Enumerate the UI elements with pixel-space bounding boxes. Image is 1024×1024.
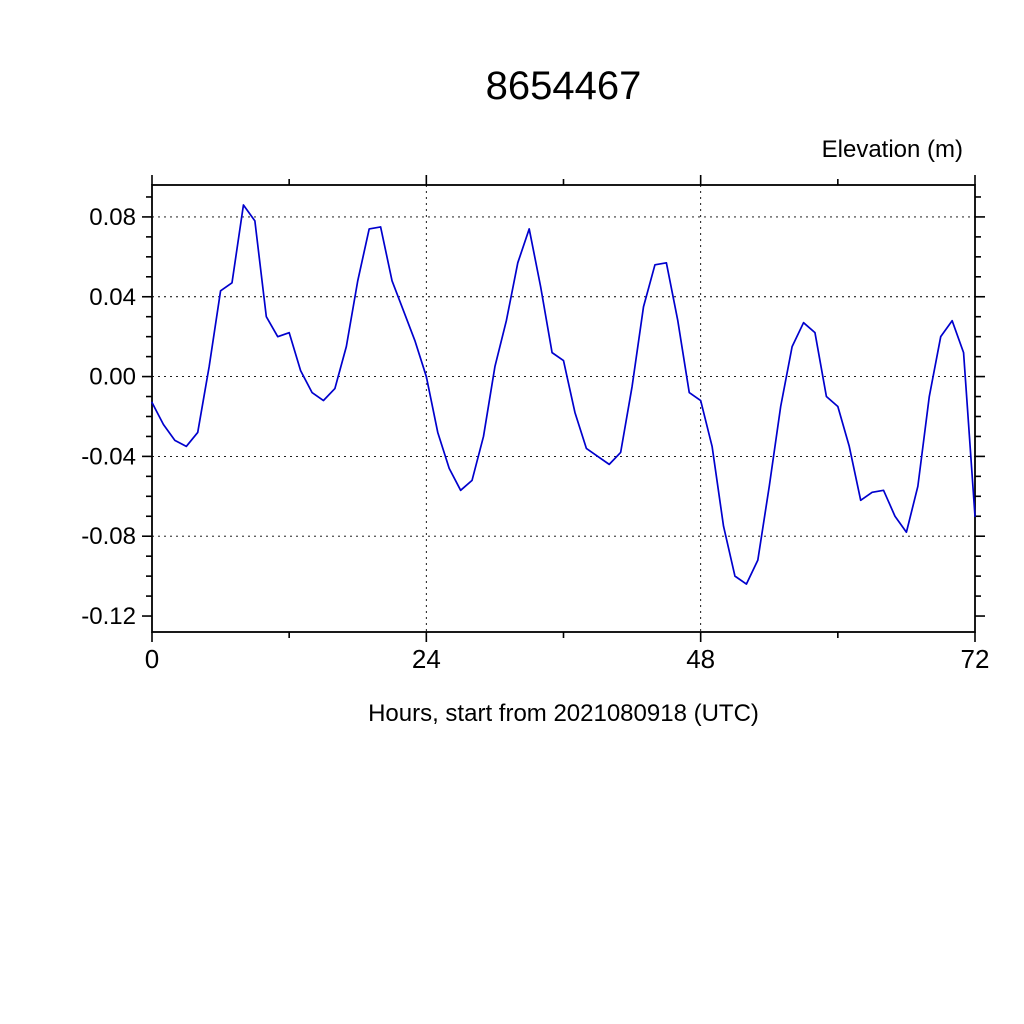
chart-title: 8654467	[485, 64, 642, 108]
y-tick-label: 0.04	[89, 284, 136, 311]
y-tick-label: -0.08	[81, 523, 136, 550]
y-tick-label: 0.00	[89, 364, 136, 391]
x-tick-label: 72	[961, 644, 990, 674]
elevation-line	[151, 204, 976, 585]
y-tick-label: 0.08	[89, 204, 136, 231]
x-axis-label: Hours, start from 2021080918 (UTC)	[368, 700, 759, 727]
x-tick-label: 0	[145, 644, 159, 674]
x-tick-label: 48	[686, 644, 715, 674]
y-tick-label: -0.04	[81, 443, 136, 470]
plot-frame	[151, 184, 976, 633]
x-tick-label: 24	[412, 644, 441, 674]
y-axis-label: Elevation (m)	[821, 136, 963, 163]
y-tick-label: -0.12	[81, 603, 136, 630]
